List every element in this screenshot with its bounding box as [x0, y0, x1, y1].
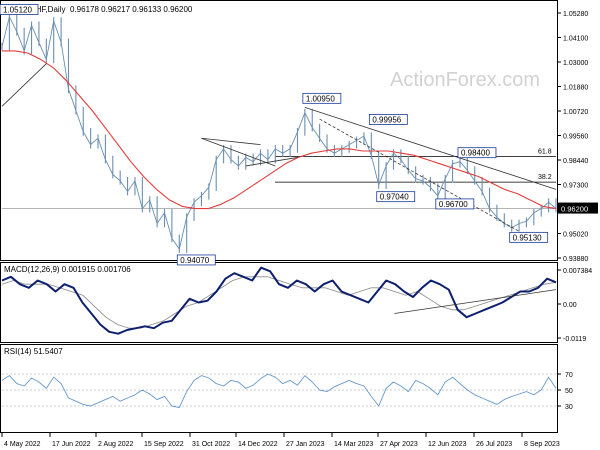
- price-level-label: 1.05120: [3, 5, 32, 14]
- price-level-box: [0, 4, 39, 15]
- trend-line: [201, 137, 261, 146]
- macd-signal-line: [1, 276, 557, 329]
- macd-label: MACD(12,26,9) 0.001915 0.001706: [4, 265, 131, 274]
- macd-axis-tick-label: 0.007384: [563, 268, 592, 275]
- trend-line: [201, 137, 276, 167]
- rsi-axis-tick-label: 50: [565, 388, 573, 395]
- x-axis-tick-label: 27 Apr 2023: [380, 441, 418, 448]
- price-level-label: 0.94070: [180, 256, 209, 265]
- x-axis-tick-label: 14 Mar 2023: [334, 441, 373, 448]
- price-axis-tick-label: 0.98440: [563, 158, 588, 165]
- price-level-box: [368, 114, 408, 125]
- price-series-line: [1, 16, 557, 250]
- rsi-layer: [1, 373, 557, 409]
- price-axis-tick-label: 1.04100: [563, 36, 588, 43]
- price-level-box: [376, 191, 416, 203]
- price-axis-tick-label: 1.03000: [563, 60, 588, 67]
- price-level-label: 1.00950: [306, 94, 335, 103]
- current-price-box: [558, 202, 598, 214]
- price-axis-tick-label: 0.95020: [563, 232, 588, 239]
- rsi-axis-tick-label: 30: [565, 404, 573, 411]
- x-axis-tick-label: 2 Aug 2022: [98, 441, 134, 448]
- rsi-line: [1, 373, 557, 409]
- macd-layer: [1, 266, 557, 335]
- rsi-axis-tick-label: 70: [565, 372, 573, 379]
- price-axis-tick-label: 1.05280: [563, 11, 588, 18]
- macd-trend-line: [394, 289, 557, 314]
- price-level-box: [457, 147, 497, 159]
- current-price-label: 0.96200: [561, 205, 588, 214]
- trend-line: [245, 157, 298, 167]
- chart-title: EURCHF,Daily: [13, 5, 65, 14]
- price-level-box: [509, 231, 549, 243]
- price-axis-tick-label: 0.97300: [563, 183, 588, 190]
- price-level-label: 0.96700: [439, 200, 468, 209]
- price-level-box: [176, 254, 216, 266]
- price-axis-tick-label: 0.93880: [563, 256, 588, 263]
- macd-axis-tick-label: 0.00: [563, 302, 577, 309]
- price-axis-tick-label: 0.99560: [563, 134, 588, 141]
- fib-level-label: 38.2: [538, 174, 552, 181]
- axis-layer: 1.05280 1.04100 1.03000 1.01880 1.00720 0.995…: [1, 11, 598, 448]
- price-level-label: 0.98400: [461, 149, 490, 158]
- x-axis-tick-label: 8 Sep 2023: [524, 441, 560, 448]
- price-level-box: [302, 92, 342, 104]
- x-axis-tick-label: 12 Jun 2023: [428, 441, 467, 448]
- price-level-label: 0.97040: [380, 193, 409, 202]
- ohlc-readout: 0.96178 0.96217 0.96133 0.96200: [70, 5, 193, 14]
- rsi-label: RSI(14) 51.5407: [4, 347, 63, 356]
- trend-line: [1, 63, 47, 107]
- price-layer: 61.8 38.2 1.05120 0.94070 1.00950 0.99956 0.97…: [0, 4, 557, 266]
- rsi-panel-frame: [0, 344, 558, 433]
- macd-panel-frame: [0, 262, 558, 343]
- x-axis-tick-label: 27 Jan 2023: [286, 441, 325, 448]
- watermark: ActionForex.com: [390, 69, 540, 91]
- ema-line: [2, 50, 557, 210]
- x-axis-tick-label: 4 May 2022: [4, 441, 41, 448]
- x-axis-tick-label: 31 Oct 2022: [192, 441, 230, 448]
- price-level-label: 0.99956: [372, 115, 401, 124]
- macd-axis-tick-label: -0.0119: [563, 336, 586, 343]
- x-axis-tick-label: 17 Jun 2022: [52, 441, 91, 448]
- x-axis-tick-label: 14 Dec 2022: [238, 441, 278, 448]
- price-level-label: 0.95130: [513, 233, 542, 242]
- price-axis-tick-label: 1.01880: [563, 85, 588, 92]
- price-panel-frame: [0, 0, 558, 261]
- x-axis-tick-label: 26 Jul 2023: [476, 441, 512, 448]
- x-axis-tick-label: 15 Sep 2022: [144, 441, 184, 448]
- price-level-box: [435, 198, 475, 210]
- macd-line: [1, 266, 557, 335]
- trend-line: [304, 106, 557, 190]
- fib-level-label: 61.8: [538, 148, 552, 155]
- price-axis-tick-label: 1.00720: [563, 109, 588, 116]
- trend-line: [319, 118, 520, 232]
